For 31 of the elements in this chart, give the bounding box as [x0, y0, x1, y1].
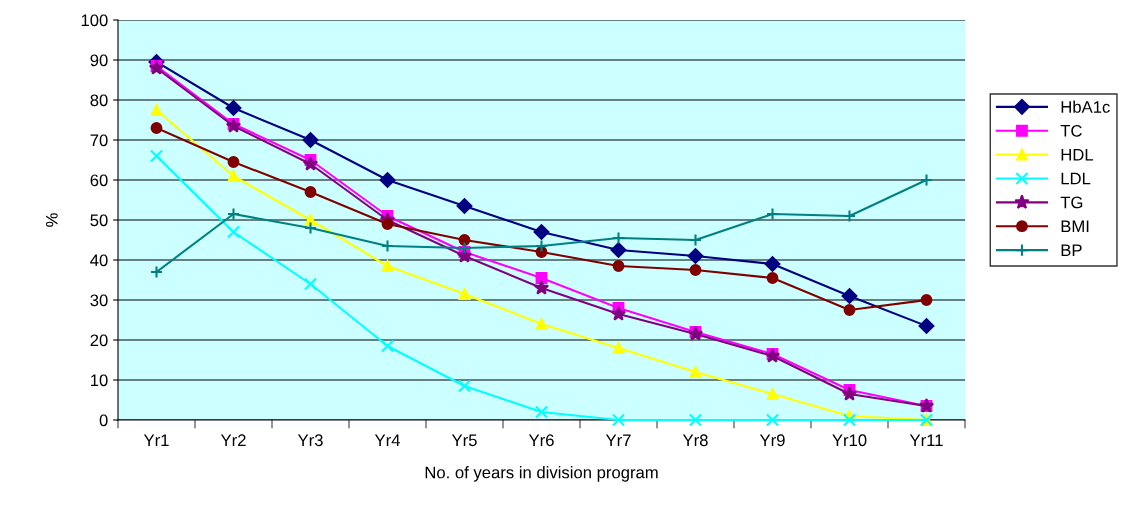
- x-tick-label: Yr3: [297, 434, 323, 447]
- y-tick-label: 100: [81, 14, 108, 27]
- x-tick-label: Yr10: [832, 434, 867, 447]
- y-tick-label: 70: [90, 134, 108, 147]
- legend-label: BP: [1061, 244, 1082, 256]
- x-tick-label: Yr5: [451, 434, 477, 447]
- y-tick-label: 50: [90, 214, 108, 227]
- y-tick-label: 80: [90, 94, 108, 107]
- y-tick-label: 60: [90, 174, 108, 187]
- x-tick-label: Yr8: [682, 434, 708, 447]
- y-tick-label: 0: [99, 414, 108, 427]
- x-tick-label: Yr7: [605, 434, 631, 446]
- legend-label: TC: [1060, 124, 1082, 137]
- legend-label: HDL: [1061, 148, 1094, 161]
- x-axis-title: No. of years in division program: [425, 466, 658, 482]
- x-tick-label: Yr4: [374, 434, 400, 446]
- x-tick-label: Yr1: [143, 434, 169, 446]
- legend-label: LDL: [1061, 172, 1091, 185]
- x-tick-label: Yr6: [528, 434, 554, 447]
- legend-label: HbA1c: [1061, 100, 1110, 113]
- x-tick-label: Yr9: [759, 434, 785, 447]
- y-tick-label: 30: [90, 294, 108, 307]
- y-axis-title: %: [46, 213, 58, 227]
- legend-label: BMI: [1061, 220, 1089, 233]
- y-tick-label: 90: [90, 54, 108, 67]
- legend-label: TG: [1060, 196, 1083, 209]
- y-tick-label: 20: [90, 334, 108, 347]
- y-tick-label: 40: [90, 254, 108, 267]
- x-tick-label: Yr2: [220, 434, 246, 446]
- x-tick-label: Yr11: [909, 434, 943, 446]
- y-tick-label: 10: [91, 374, 108, 387]
